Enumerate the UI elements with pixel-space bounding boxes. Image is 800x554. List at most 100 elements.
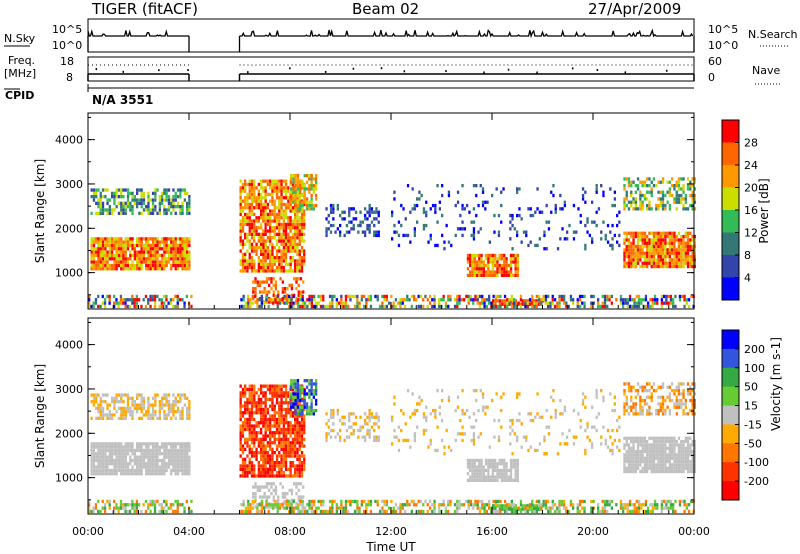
- velocity-cell: [300, 421, 304, 425]
- velocity-cell: [503, 504, 506, 508]
- velocity-cell: [273, 464, 276, 468]
- power-cell: [122, 257, 125, 261]
- power-cell: [126, 260, 130, 264]
- power-cell: [600, 237, 603, 241]
- velocity-cell: [257, 474, 260, 478]
- power-cell: [625, 193, 628, 198]
- power-cell: [172, 250, 175, 254]
- velocity-cell: [264, 401, 267, 405]
- power-cell: [131, 263, 134, 268]
- power-cell: [503, 270, 506, 274]
- power-cell: [103, 298, 107, 302]
- velocity-cell: [516, 475, 519, 479]
- velocity-cell: [627, 436, 631, 440]
- power-cell: [560, 298, 563, 302]
- power-cell: [271, 209, 274, 213]
- velocity-cell: [305, 402, 309, 406]
- velocity-cell: [117, 465, 121, 469]
- velocity-cell: [632, 436, 635, 440]
- power-cell: [250, 202, 254, 207]
- power-cell: [129, 250, 132, 254]
- velocity-cell: [90, 393, 93, 397]
- power-cell: [239, 222, 242, 227]
- velocity-cell: [315, 402, 318, 406]
- power-cell: [255, 229, 258, 233]
- velocity-cell: [659, 436, 662, 440]
- velocity-cell: [142, 442, 146, 446]
- velocity-cell: [473, 475, 476, 479]
- power-cell: [473, 270, 476, 274]
- velocity-cell: [95, 396, 98, 400]
- power-cell: [294, 207, 297, 211]
- power-cell: [625, 197, 628, 201]
- velocity-cell: [246, 464, 249, 468]
- velocity-cell: [303, 398, 306, 403]
- power-cell: [250, 186, 254, 190]
- velocity-cell: [482, 465, 485, 469]
- power-cell: [283, 294, 286, 299]
- velocity-cell: [264, 444, 267, 448]
- velocity-cell: [625, 466, 628, 470]
- power-cell: [590, 294, 593, 299]
- velocity-cell: [650, 453, 653, 457]
- power-cell: [142, 247, 146, 251]
- power-cell: [278, 189, 281, 193]
- velocity-cell: [241, 457, 245, 461]
- power-cell: [526, 299, 529, 303]
- velocity-cell: [471, 468, 474, 473]
- velocity-cell: [154, 448, 157, 453]
- power-cell: [278, 219, 281, 223]
- power-cell: [529, 240, 532, 244]
- velocity-cell: [174, 442, 177, 446]
- power-cell: [632, 234, 635, 239]
- power-cell: [298, 226, 301, 230]
- power-cell: [344, 301, 348, 305]
- power-cell: [494, 257, 497, 261]
- power-cell: [639, 254, 642, 259]
- velocity-cell: [632, 449, 635, 454]
- power-cell: [255, 232, 258, 236]
- velocity-cell: [115, 472, 118, 476]
- velocity-cell: [95, 465, 98, 469]
- power-cell: [179, 188, 182, 192]
- velocity-cell: [244, 387, 247, 392]
- power-cell: [151, 253, 155, 258]
- velocity-cell: [262, 467, 265, 471]
- velocity-cell: [170, 416, 173, 420]
- velocity-cell: [373, 435, 376, 439]
- power-cell: [170, 267, 173, 271]
- power-cell: [239, 219, 242, 223]
- velocity-cell: [140, 462, 143, 466]
- velocity-cell: [111, 458, 114, 463]
- power-cell: [257, 216, 260, 220]
- velocity-cell: [181, 410, 184, 414]
- velocity-cell: [183, 403, 186, 407]
- velocity-cell: [636, 439, 640, 444]
- power-cell: [478, 270, 481, 274]
- velocity-cell: [336, 432, 339, 436]
- power-cell: [264, 196, 267, 200]
- power-cell: [484, 207, 487, 211]
- velocity-cell: [244, 424, 247, 428]
- power-cell: [136, 267, 139, 271]
- velocity-cell: [275, 387, 279, 392]
- power-cell: [650, 238, 653, 242]
- power-cell: [104, 240, 107, 244]
- power-cell: [463, 298, 466, 302]
- power-cell: [552, 184, 555, 188]
- power-cell: [661, 244, 665, 249]
- velocity-cell: [260, 474, 263, 478]
- power-cell: [366, 210, 369, 214]
- power-cell: [266, 219, 270, 223]
- power-cell: [677, 231, 681, 235]
- power-cell: [275, 206, 279, 210]
- power-cell: [122, 263, 125, 268]
- velocity-cell: [156, 416, 159, 420]
- power-cell: [250, 269, 254, 273]
- power-cell: [627, 200, 631, 204]
- velocity-cell: [294, 444, 297, 448]
- power-cell: [179, 211, 182, 215]
- velocity-cell: [126, 442, 130, 446]
- velocity-cell: [291, 411, 295, 415]
- velocity-cell: [260, 454, 263, 458]
